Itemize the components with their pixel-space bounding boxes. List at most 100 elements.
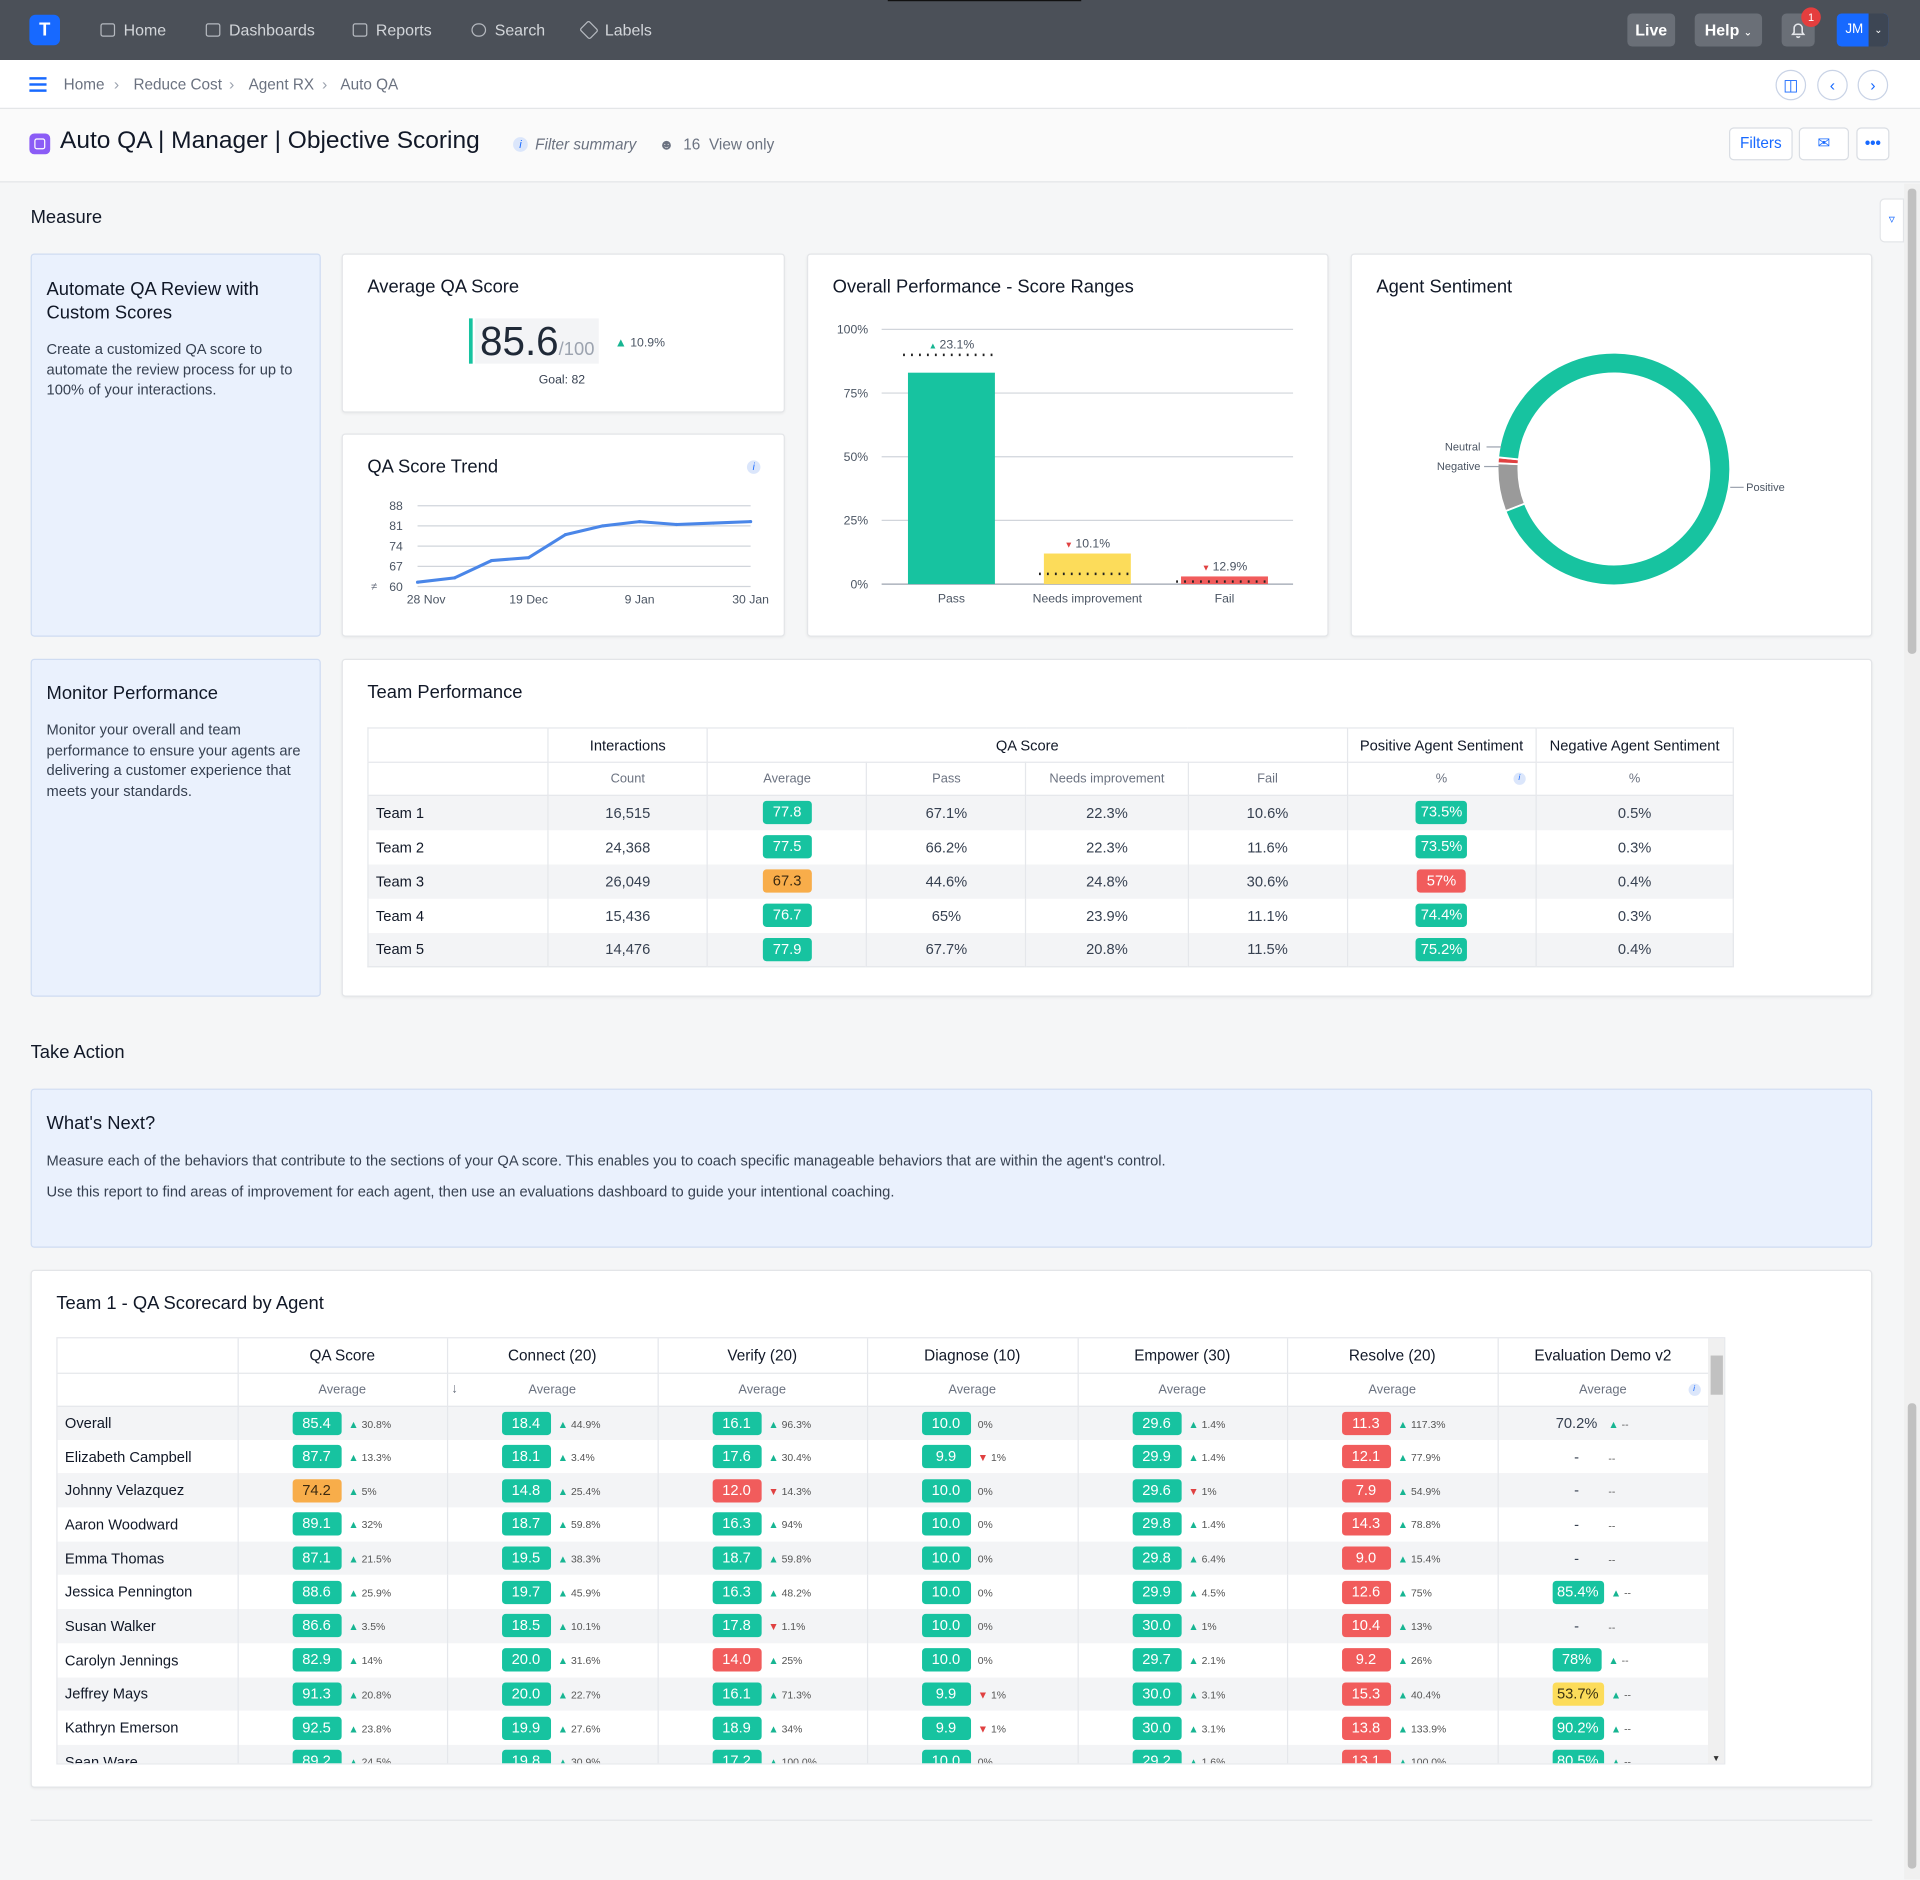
scorecard-column-header[interactable]: QA Score — [237, 1338, 448, 1374]
chevron-down-icon[interactable]: ⌄ — [1868, 13, 1889, 47]
breadcrumb-home[interactable]: Home — [63, 75, 105, 94]
scorecard-subheader[interactable]: Average — [866, 1372, 1079, 1407]
bar-y-tick: 25% — [844, 514, 869, 528]
nav-labels-label: Labels — [604, 20, 652, 40]
breadcrumb-reduce-cost[interactable]: Reduce Cost — [133, 75, 222, 94]
score-delta: ▲ -- — [1611, 1756, 1631, 1763]
score-delta: ▲ 13% — [1398, 1621, 1432, 1633]
scorecard-subheader[interactable]: Average — [657, 1372, 868, 1407]
fail-pct: 11.6% — [1187, 829, 1348, 864]
interaction-count: 26,049 — [548, 863, 709, 899]
scorecard-subheader[interactable]: Average — [1286, 1372, 1499, 1407]
scorecard-column-header[interactable]: Diagnose (10) — [866, 1338, 1079, 1374]
score-delta: 0% — [978, 1553, 993, 1565]
intro-card: Automate QA Review with Custom Scores Cr… — [30, 253, 321, 637]
filter-summary-link[interactable]: Filter summary — [535, 135, 637, 154]
scorecard-column-header[interactable]: Connect (20) — [446, 1338, 659, 1374]
fail-pct: 30.6% — [1187, 863, 1348, 899]
qa-scorecard-table: QA Score Connect (20) Verify (20) Diagnose … — [57, 1338, 1709, 1765]
info-icon[interactable]: i — [1513, 772, 1526, 785]
score-delta-value: 0% — [977, 1620, 993, 1633]
score-delta-value: 0% — [977, 1417, 993, 1430]
score-denominator: /100 — [558, 339, 595, 361]
score-cell: 86.6 ▲ 3.5% — [237, 1609, 448, 1644]
score-delta-value: 1.4% — [1201, 1417, 1226, 1430]
table-scrollbar-thumb[interactable] — [1710, 1355, 1723, 1395]
up-arrow-icon: ▲ — [768, 1756, 779, 1765]
score-chip: 17.8 — [712, 1614, 762, 1638]
folder-link-button[interactable]: ◫ — [1775, 69, 1807, 101]
scroll-down-arrow-icon[interactable]: ▼ — [1711, 1754, 1721, 1764]
needs-improvement-pct: 24.8% — [1026, 863, 1189, 899]
up-arrow-icon: ▲ — [1397, 1654, 1409, 1667]
score-delta-value: 26% — [1410, 1654, 1432, 1667]
nav-dashboards[interactable]: Dashboards — [205, 0, 315, 60]
scorecard-subheader[interactable]: Average i — [1497, 1372, 1709, 1407]
score-cell: 30.0 ▲ 3.1% — [1077, 1710, 1288, 1745]
score-delta: ▲ 25% — [768, 1654, 802, 1666]
nav-labels[interactable]: Labels — [579, 0, 652, 60]
page-scrollbar-thumb[interactable] — [1907, 188, 1917, 654]
page-scrollbar[interactable] — [1904, 183, 1920, 1880]
user-avatar[interactable]: JM ⌄ — [1836, 13, 1889, 47]
score-cell: 18.5 ▲ 10.1% — [446, 1609, 659, 1644]
qa-scorecard-table-viewport[interactable]: QA Score Connect (20) Verify (20) Diagnose … — [56, 1337, 1726, 1765]
score-delta: ▲ 3.1% — [1188, 1722, 1225, 1734]
next-button[interactable]: › — [1857, 69, 1889, 101]
qa-average-chip: 77.5 — [762, 835, 812, 859]
score-chip: 18.9 — [712, 1716, 762, 1740]
score-delta-value: 100.0% — [1410, 1756, 1447, 1765]
filter-panel-toggle[interactable]: ▿ — [1879, 198, 1905, 243]
qa-score-trend-title: QA Score Trend — [367, 456, 499, 478]
breadcrumb-agent-rx[interactable]: Agent RX — [248, 75, 315, 94]
help-button[interactable]: Help ⌄ — [1694, 13, 1763, 47]
scorecard-subheader[interactable]: ↓ Average — [446, 1372, 659, 1407]
scorecard-column-header[interactable]: Verify (20) — [657, 1338, 868, 1374]
scorecard-column-header[interactable]: Resolve (20) — [1286, 1338, 1499, 1374]
needs-improvement-pct: 20.8% — [1026, 932, 1189, 967]
score-chip: 10.0 — [921, 1546, 971, 1570]
hamburger-menu-icon[interactable] — [29, 77, 47, 92]
nav-home[interactable]: Home — [100, 0, 166, 60]
down-arrow-icon: ▼ — [977, 1722, 989, 1735]
page-scrollbar-thumb-lower[interactable] — [1907, 1403, 1917, 1869]
score-delta: ▲ 26% — [1398, 1654, 1432, 1666]
score-chip: 29.6 — [1132, 1478, 1182, 1503]
scorecard-column-header[interactable]: Empower (30) — [1077, 1338, 1288, 1374]
score-delta-value: 1% — [990, 1688, 1007, 1701]
sort-descending-icon[interactable]: ↓ — [451, 1380, 458, 1396]
app-logo[interactable]: T — [29, 14, 61, 46]
score-cell: 20.0 ▲ 22.7% — [446, 1676, 659, 1711]
bar-data-label: ▼ 12.9% — [1202, 559, 1248, 573]
score-delta-value: 30.4% — [781, 1451, 812, 1464]
more-options-button[interactable]: ••• — [1856, 127, 1890, 161]
table-scrollbar[interactable]: ▼ — [1708, 1338, 1725, 1764]
up-arrow-icon: ▲ — [1188, 1722, 1199, 1735]
nav-search-label: Search — [494, 20, 546, 40]
chevron-right-icon: › — [113, 74, 120, 94]
info-icon[interactable]: i — [513, 137, 528, 152]
bar-y-tick: 100% — [837, 323, 868, 337]
agent-name: Elizabeth Campbell — [57, 1439, 239, 1474]
qa-average-cell: 77.8 — [707, 795, 868, 830]
scorecard-subheader[interactable]: Average — [1077, 1372, 1288, 1407]
positive-sentiment-chip: 73.5% — [1415, 801, 1468, 825]
scorecard-subheader[interactable]: Average — [237, 1372, 448, 1407]
live-button[interactable]: Live — [1627, 13, 1676, 47]
score-cell: 19.7 ▲ 45.9% — [446, 1575, 659, 1610]
score-delta: ▲ 25.4% — [558, 1485, 601, 1497]
agent-name: Kathryn Emerson — [57, 1710, 239, 1745]
scorecard-column-header[interactable]: Evaluation Demo v2 — [1497, 1338, 1709, 1374]
score-value-box: 85.6 /100 — [475, 318, 600, 364]
filters-button[interactable]: Filters — [1728, 127, 1793, 161]
score-delta: 0% — [978, 1485, 993, 1497]
email-button[interactable]: ✉ — [1798, 127, 1849, 161]
nav-search[interactable]: Search — [471, 0, 545, 60]
score-delta-value: 1% — [1201, 1484, 1217, 1498]
title-bar — [0, 108, 1920, 183]
nav-reports[interactable]: Reports — [352, 0, 432, 60]
info-icon[interactable]: i — [746, 460, 761, 474]
previous-button[interactable]: ‹ — [1817, 69, 1848, 101]
up-arrow-icon: ▲ — [557, 1688, 569, 1701]
info-icon[interactable]: i — [1687, 1383, 1701, 1396]
